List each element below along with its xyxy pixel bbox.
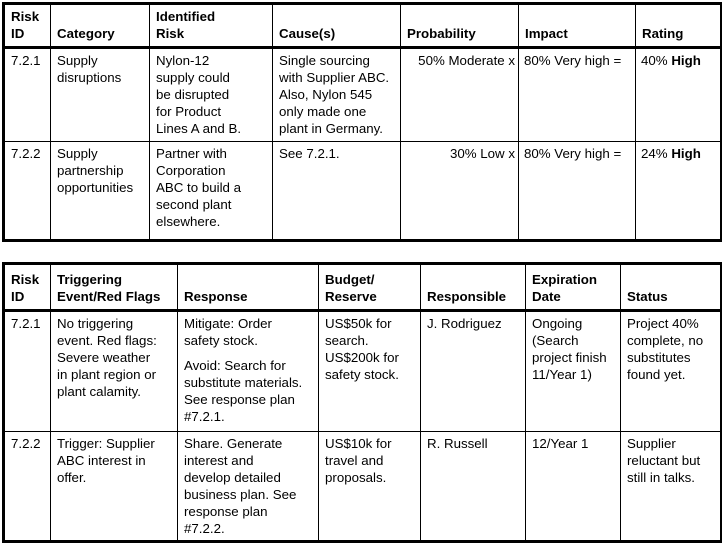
response-row-721: 7.2.1 No triggering event. Red flags: Se… [3, 310, 722, 432]
cell-expiration-date: Ongoing (Search project finish 11/Year 1… [525, 310, 621, 432]
response-paragraph-avoid: Avoid: Search for substitute materials. … [184, 358, 303, 424]
cell-identified-risk: Nylon-12 supply could be disrupted for P… [149, 47, 273, 142]
header-risk-id: Risk ID [3, 263, 51, 312]
cell-rating: 40% High [635, 47, 722, 142]
header-status: Status [620, 263, 722, 312]
cell-status: Supplier reluctant but still in talks. [620, 431, 722, 542]
response-paragraph-mitigate: Mitigate: Order safety stock. [184, 316, 272, 348]
cell-risk-id: 7.2.1 [3, 310, 51, 432]
cell-probability: 30% Low x [400, 141, 519, 241]
cell-budget-reserve: US$10k for travel and proposals. [318, 431, 421, 542]
cell-category: Supply partnership opportunities [50, 141, 150, 241]
cell-probability: 50% Moderate x [400, 47, 519, 142]
header-identified-risk: Identified Risk [149, 3, 273, 49]
cell-rating: 24% High [635, 141, 722, 241]
cell-risk-id: 7.2.2 [3, 141, 51, 241]
rating-level: High [671, 146, 701, 161]
header-impact: Impact [518, 3, 636, 49]
rating-value: 24% [641, 146, 668, 161]
cell-identified-risk: Partner with Corporation ABC to build a … [149, 141, 273, 241]
cell-causes: Single sourcing with Supplier ABC. Also,… [272, 47, 401, 142]
risk-row-722: 7.2.2 Supply partnership opportunities P… [3, 141, 722, 241]
header-budget-reserve: Budget/ Reserve [318, 263, 421, 312]
cell-response: Share. Generate interest and develop det… [177, 431, 319, 542]
header-probability: Probability [400, 3, 519, 49]
cell-triggering-event: Trigger: Supplier ABC interest in offer. [50, 431, 178, 542]
cell-responsible: R. Russell [420, 431, 526, 542]
header-responsible: Responsible [420, 263, 526, 312]
cell-impact: 80% Very high = [518, 47, 636, 142]
cell-category: Supply disruptions [50, 47, 150, 142]
header-triggering-event: Triggering Event/Red Flags [50, 263, 178, 312]
cell-causes: See 7.2.1. [272, 141, 401, 241]
header-category: Category [50, 3, 150, 49]
header-rating: Rating [635, 3, 722, 49]
header-causes: Cause(s) [272, 3, 401, 49]
risk-row-721: 7.2.1 Supply disruptions Nylon-12 supply… [3, 47, 722, 142]
header-response: Response [177, 263, 319, 312]
risk-assessment-header-row: Risk ID Category Identified Risk Cause(s… [3, 3, 722, 49]
cell-status: Project 40% complete, no substitutes fou… [620, 310, 722, 432]
header-risk-id: Risk ID [3, 3, 51, 49]
cell-impact: 80% Very high = [518, 141, 636, 241]
rating-level: High [671, 53, 701, 68]
risk-assessment-table: Risk ID Category Identified Risk Cause(s… [2, 2, 722, 242]
cell-response: Mitigate: Order safety stock. Avoid: Sea… [177, 310, 319, 432]
cell-triggering-event: No triggering event. Red flags: Severe w… [50, 310, 178, 432]
cell-budget-reserve: US$50k for search. US$200k for safety st… [318, 310, 421, 432]
risk-response-table: Risk ID Triggering Event/Red Flags Respo… [2, 262, 722, 543]
cell-responsible: J. Rodriguez [420, 310, 526, 432]
response-row-722: 7.2.2 Trigger: Supplier ABC interest in … [3, 431, 722, 542]
risk-response-header-row: Risk ID Triggering Event/Red Flags Respo… [3, 263, 722, 312]
header-expiration-date: Expiration Date [525, 263, 621, 312]
cell-risk-id: 7.2.2 [3, 431, 51, 542]
cell-risk-id: 7.2.1 [3, 47, 51, 142]
rating-value: 40% [641, 53, 668, 68]
cell-expiration-date: 12/Year 1 [525, 431, 621, 542]
